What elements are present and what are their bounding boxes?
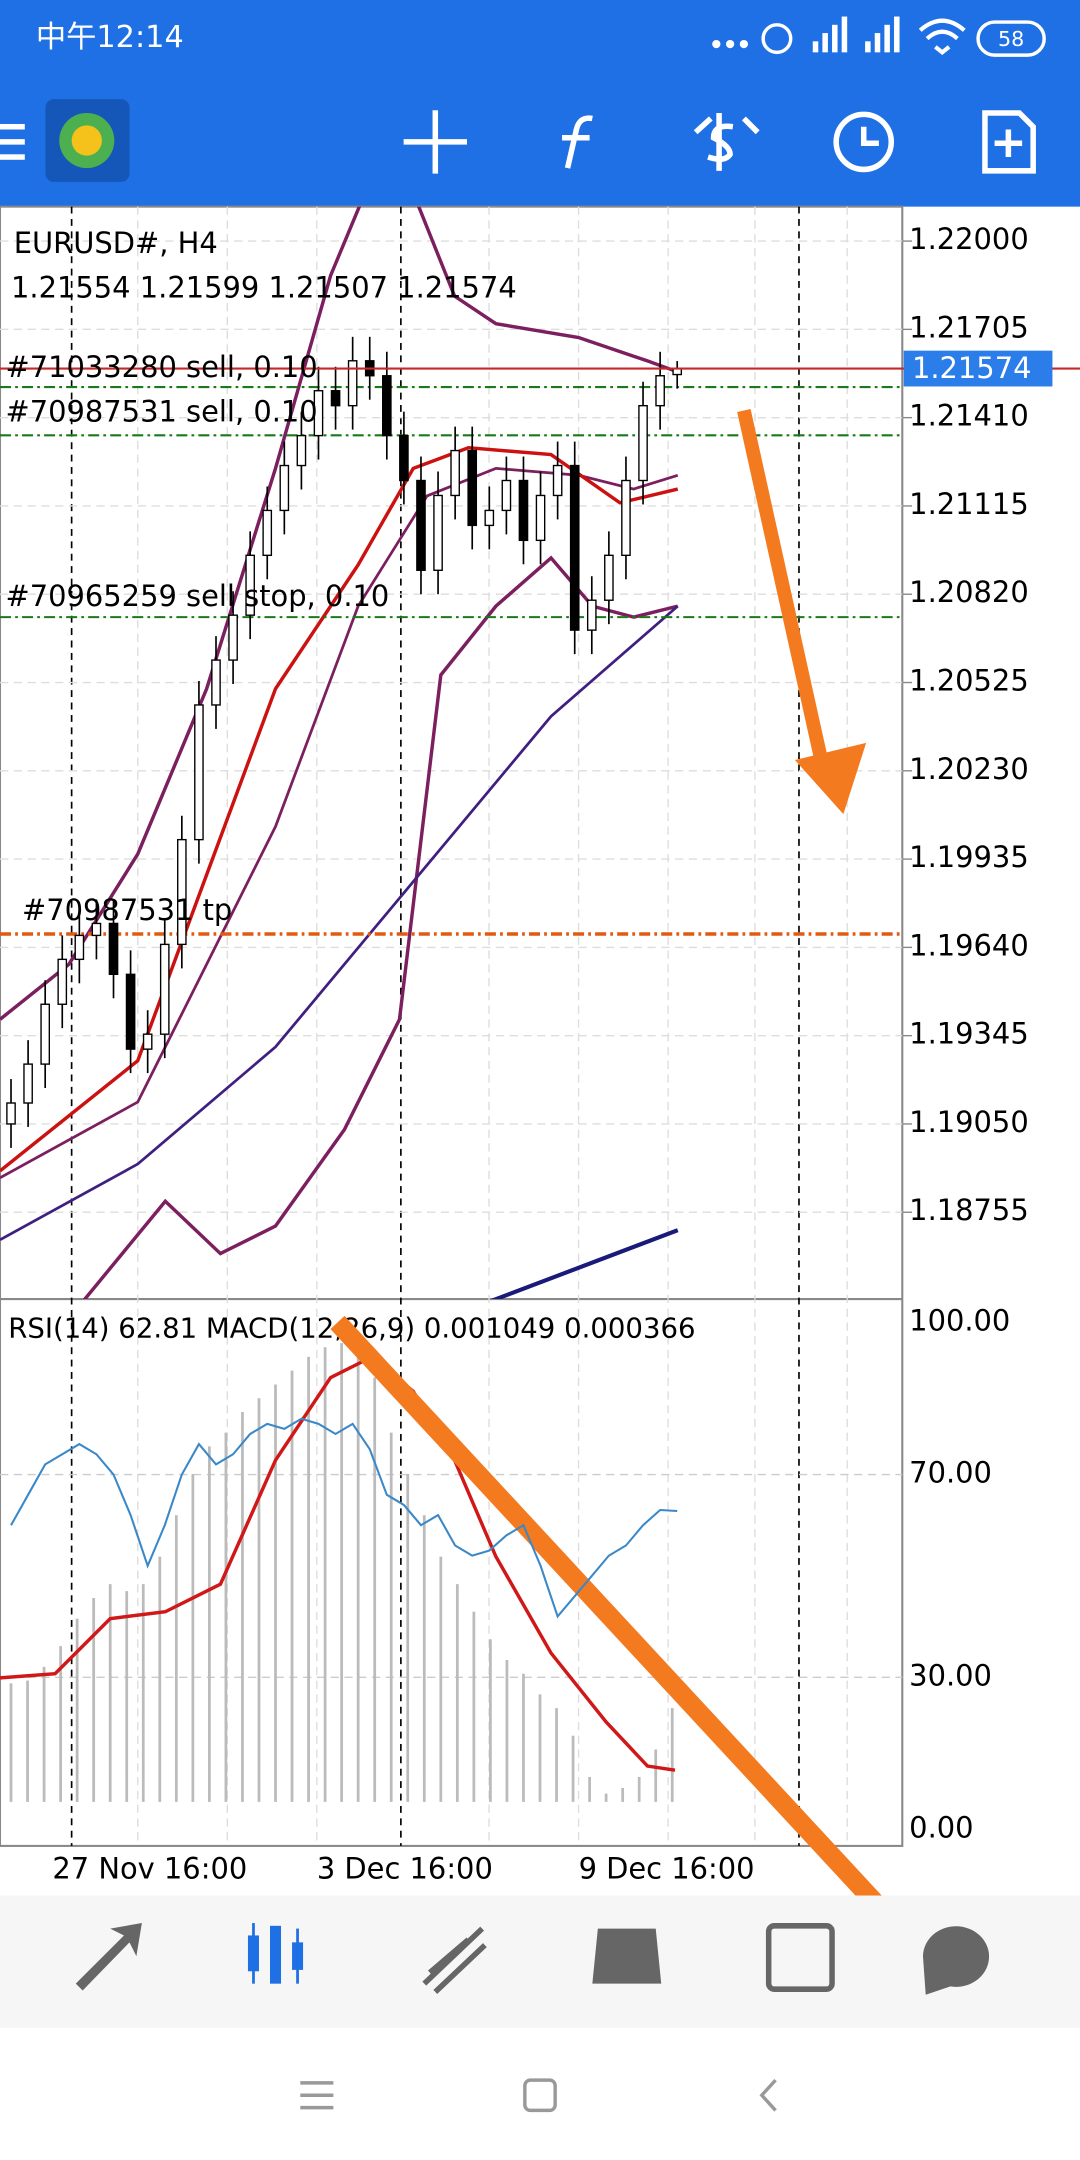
system-nav — [300, 2078, 777, 2113]
price-tick-label: 1.20525 — [909, 664, 1029, 698]
crosshair-button[interactable] — [403, 110, 467, 174]
candle-body — [518, 479, 529, 542]
date-label: 9 Dec 16:00 — [579, 1852, 755, 1886]
candle-body — [433, 494, 443, 571]
current-price-tag — [903, 350, 1053, 387]
candle-body — [399, 434, 409, 482]
chat-tab[interactable] — [922, 1926, 990, 1995]
candle-body — [6, 1102, 16, 1125]
candle-body — [159, 943, 170, 1035]
indicator-lines — [0, 206, 679, 1300]
candle-body — [142, 1033, 153, 1050]
price-tick-label: 1.19050 — [909, 1105, 1029, 1139]
candle-body — [57, 958, 68, 1005]
candle-body — [535, 494, 546, 542]
candle-body — [228, 614, 238, 661]
candle-body — [23, 1063, 33, 1104]
status-icons — [712, 16, 1046, 57]
price-tick-label: 1.21115 — [909, 487, 1029, 521]
news-tab[interactable] — [765, 1923, 835, 1992]
home-key[interactable] — [523, 2078, 557, 2113]
current-price-label: 1.21574 — [912, 351, 1032, 385]
price-tick-label: 1.20230 — [909, 752, 1029, 786]
status-time: 中午12:14 — [36, 20, 184, 55]
menu-button[interactable] — [0, 123, 25, 160]
chart-tab[interactable] — [247, 1923, 304, 1984]
date-label: 3 Dec 16:00 — [317, 1852, 493, 1886]
rsi-line — [10, 1417, 678, 1619]
candle-body — [621, 479, 631, 557]
candle-body — [586, 599, 597, 631]
candle-body — [484, 509, 495, 527]
bottom-nav — [0, 1895, 1080, 2028]
price-tick-label: 1.18755 — [909, 1193, 1029, 1227]
candle-body — [262, 509, 273, 557]
history-tab[interactable] — [592, 1928, 662, 1984]
rsi-tick-label: 70.00 — [909, 1456, 992, 1490]
app-logo[interactable] — [45, 99, 130, 182]
battery-level: 58 — [998, 27, 1024, 51]
template-button[interactable] — [982, 110, 1036, 174]
candle-body — [74, 934, 85, 961]
period-button[interactable] — [833, 111, 895, 173]
price-tick-label: 1.19345 — [909, 1017, 1029, 1051]
candle-body — [194, 704, 204, 841]
order-label: #70987531 sell, 0.10 — [6, 394, 318, 428]
indicators-button[interactable] — [562, 115, 593, 169]
candle-body — [108, 922, 119, 976]
price-tick-label: 1.19935 — [909, 840, 1029, 874]
candle-body — [347, 360, 358, 407]
candle-body — [330, 390, 341, 407]
date-label: 27 Nov 16:00 — [52, 1852, 247, 1886]
candle-body — [296, 434, 307, 467]
bottom-nav-icons — [75, 1923, 990, 1995]
trade-tab[interactable] — [422, 1926, 487, 1994]
rsi-tick-label: 0.00 — [909, 1810, 973, 1844]
macd-histogram — [9, 1343, 674, 1802]
candle-body — [211, 659, 221, 706]
candle-body — [638, 404, 648, 482]
symbol-label: EURUSD#, H4 — [14, 226, 218, 260]
candle-body — [467, 449, 478, 527]
price-tick-label: 1.22000 — [909, 222, 1029, 256]
candle-body — [245, 554, 255, 616]
candle-body — [125, 973, 136, 1050]
candle-body — [569, 464, 580, 631]
order-label: #71033280 sell, 0.10 — [6, 350, 318, 384]
price-tick-label: 1.19640 — [909, 928, 1029, 962]
trade-button[interactable] — [693, 112, 760, 171]
toolbar — [0, 99, 1036, 182]
rsi-tick-label: 30.00 — [909, 1658, 992, 1692]
candle-body — [40, 1003, 51, 1065]
back-key[interactable] — [759, 2078, 777, 2112]
annotation-arrows — [330, 409, 885, 1912]
app-bar — [0, 0, 1080, 207]
order-label: #70965259 sell stop, 0.10 — [6, 579, 390, 613]
candle-body — [177, 838, 187, 946]
candle-body — [604, 554, 614, 601]
candle-body — [381, 375, 392, 437]
rsi-tick-label: 100.00 — [909, 1303, 1010, 1337]
candle-body — [501, 479, 512, 512]
candle-body — [313, 390, 324, 437]
candle-body — [279, 464, 290, 512]
price-tick-label: 1.21410 — [909, 399, 1029, 433]
order-label: #70987531 tp — [22, 893, 232, 927]
price-tick-label: 1.21705 — [909, 310, 1029, 344]
price-tick-label: 1.20820 — [909, 575, 1029, 609]
ohlc-label: 1.21554 1.21599 1.21507 1.21574 — [11, 270, 517, 304]
candle-body — [91, 922, 102, 937]
candle-body — [552, 464, 563, 497]
candle-body — [655, 375, 665, 407]
menu-key[interactable] — [300, 2081, 334, 2110]
quotes-tab[interactable] — [75, 1923, 142, 1991]
candle-body — [416, 479, 426, 571]
candle-body — [450, 449, 460, 497]
